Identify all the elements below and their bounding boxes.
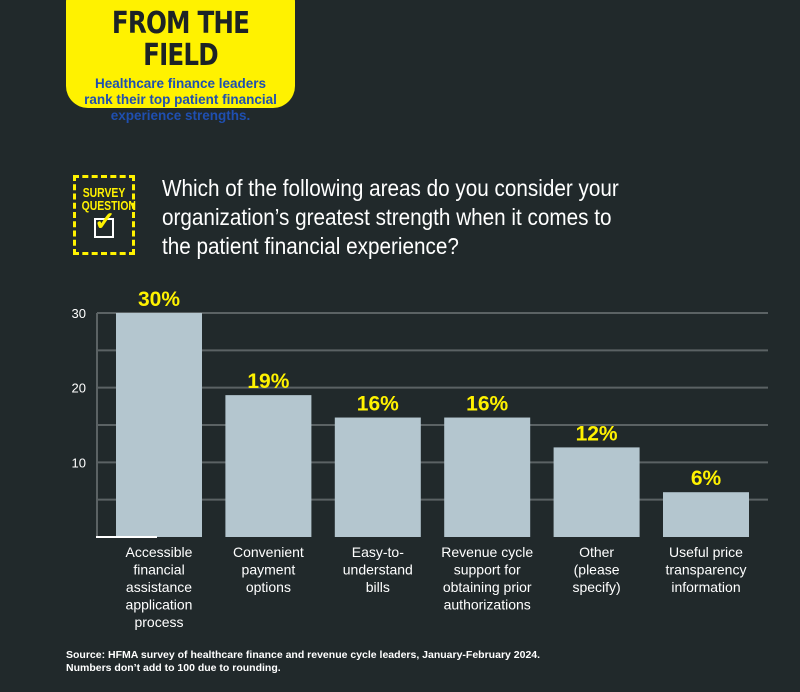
- header-title: FROM THE FIELD: [111, 6, 250, 73]
- subtitle-line: Healthcare finance leaders: [94, 76, 267, 91]
- x-tick-label: Accessible financial assistance application…: [126, 544, 193, 630]
- data-label: 6%: [691, 467, 722, 490]
- header-box: FROM THE FIELD Healthcare finance leader…: [66, 0, 295, 123]
- x-tick-label: Useful price transparency information: [666, 544, 747, 595]
- x-tick-label: Easy-to-understand bills: [343, 544, 413, 595]
- badge-line: QUESTION: [81, 198, 136, 213]
- data-label: 16%: [466, 393, 508, 416]
- bar: [116, 313, 202, 537]
- survey-question-badge: SURVEY QUESTION ✓: [73, 175, 136, 255]
- checkbox-icon: ✓: [94, 208, 116, 238]
- bar: [663, 492, 749, 537]
- survey-question: Which of the following areas do you cons…: [162, 175, 619, 259]
- source-note: Source: HFMA survey of healthcare financ…: [66, 649, 540, 675]
- y-tick-label: 30: [72, 306, 86, 321]
- bar: [553, 447, 640, 537]
- x-tick-label: Revenue cycle support for obtaining prior a…: [441, 544, 533, 613]
- data-label: 16%: [357, 393, 399, 416]
- y-tick-label: 20: [72, 381, 86, 396]
- data-label: 30%: [138, 288, 180, 311]
- subtitle-line: rank their top patient financial: [84, 92, 277, 107]
- header-subtitle: Healthcare finance leaders rank their to…: [66, 76, 295, 124]
- source-line: Numbers don’t add to 100 due to rounding…: [66, 662, 281, 674]
- bar: [225, 395, 312, 537]
- badge-text: SURVEY QUESTION: [81, 185, 136, 213]
- x-tick-label: Other (please specify): [572, 544, 620, 595]
- y-tick-label: 10: [72, 455, 86, 470]
- data-label: 19%: [247, 370, 289, 393]
- checkmark-icon: ✓: [94, 206, 116, 236]
- data-label: 12%: [576, 422, 618, 445]
- source-line: Source: HFMA survey of healthcare financ…: [66, 649, 541, 661]
- x-tick-label: Convenient payment options: [233, 544, 304, 595]
- bar: [444, 417, 531, 537]
- bar: [334, 417, 421, 537]
- subtitle-line: experience strengths.: [110, 108, 251, 123]
- badge-line: SURVEY: [82, 185, 126, 200]
